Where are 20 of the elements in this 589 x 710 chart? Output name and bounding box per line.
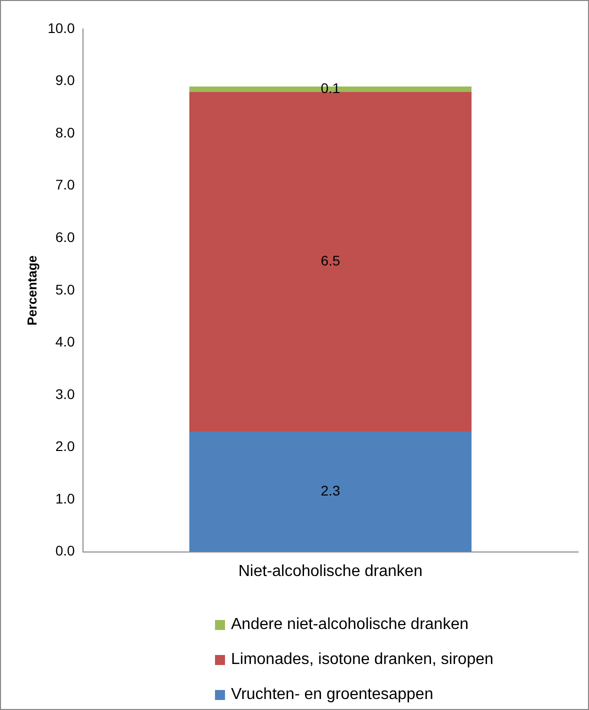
bar	[189, 432, 472, 552]
y-tick-label: 0.0	[55, 542, 76, 559]
data-label: 2.3	[320, 482, 340, 499]
bar	[189, 92, 472, 432]
y-tick-label: 9.0	[55, 72, 76, 88]
y-tick-label: 8.0	[55, 124, 76, 140]
y-tick-label: 10.0	[48, 20, 76, 36]
y-tick-label: 4.0	[55, 334, 76, 350]
x-tick-label: Niet-alcoholische dranken	[238, 562, 422, 580]
y-axis-title: Percentage	[24, 255, 40, 326]
y-tick-label: 2.0	[55, 438, 76, 454]
data-label: 6.5	[320, 252, 340, 269]
legend-label: Vruchten- en groentesappen	[231, 686, 434, 704]
legend-label: Andere niet-alcoholische dranken	[231, 616, 468, 634]
y-tick-label: 3.0	[55, 386, 76, 402]
y-tick-label: 7.0	[55, 176, 76, 193]
y-tick-label: 5.0	[55, 281, 76, 298]
y-tick-label: 1.0	[55, 490, 76, 506]
legend-label: Limonades, isotone dranken, siropen	[231, 650, 494, 668]
y-tick-label: 6.0	[55, 228, 76, 245]
